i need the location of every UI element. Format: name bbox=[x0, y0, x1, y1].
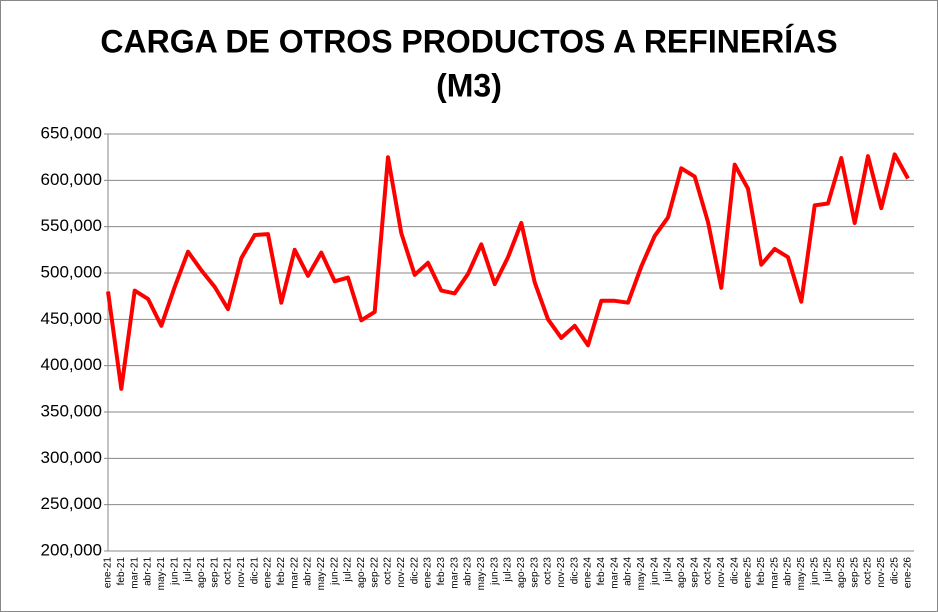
y-tick-label: 550,000 bbox=[41, 216, 102, 235]
x-tick-label: dic-22 bbox=[409, 557, 420, 585]
x-tick-label: ago-23 bbox=[516, 557, 527, 589]
x-tick-label: feb-23 bbox=[436, 557, 447, 586]
x-tick-label: jul-25 bbox=[823, 557, 834, 583]
x-tick-label: oct-22 bbox=[383, 557, 394, 585]
y-tick-label: 350,000 bbox=[41, 401, 102, 420]
x-tick-label: dic-23 bbox=[569, 557, 580, 585]
x-tick-label: abr-23 bbox=[463, 557, 474, 586]
chart-title: CARGA DE OTROS PRODUCTOS A REFINERÍAS bbox=[100, 23, 837, 59]
x-tick-label: may-21 bbox=[156, 557, 167, 591]
x-tick-label: jul-23 bbox=[503, 557, 514, 583]
y-tick-label: 500,000 bbox=[41, 262, 102, 281]
x-tick-label: mar-23 bbox=[449, 557, 460, 589]
x-tick-label: nov-22 bbox=[396, 557, 407, 588]
x-tick-label: ene-26 bbox=[903, 557, 914, 589]
x-tick-label: may-23 bbox=[476, 557, 487, 591]
x-tick-label: nov-23 bbox=[556, 557, 567, 588]
x-tick-label: dic-21 bbox=[249, 557, 260, 585]
x-tick-label: sep-25 bbox=[849, 557, 860, 588]
x-tick-label: ene-22 bbox=[263, 557, 274, 589]
x-tick-label: feb-25 bbox=[756, 557, 767, 586]
x-tick-label: mar-25 bbox=[769, 557, 780, 589]
x-tick-label: feb-21 bbox=[116, 557, 127, 586]
x-tick-label: nov-24 bbox=[716, 557, 727, 588]
y-tick-label: 200,000 bbox=[41, 540, 102, 559]
x-tick-label: mar-22 bbox=[289, 557, 300, 589]
x-tick-label: jul-22 bbox=[343, 557, 354, 583]
chart-title: (M3) bbox=[436, 67, 502, 103]
x-tick-label: jul-24 bbox=[663, 557, 674, 583]
x-tick-label: abr-22 bbox=[303, 557, 314, 586]
x-tick-label: feb-22 bbox=[276, 557, 287, 586]
x-tick-label: jun-23 bbox=[489, 557, 500, 586]
x-tick-label: sep-22 bbox=[369, 557, 380, 588]
x-tick-label: jul-21 bbox=[183, 557, 194, 583]
x-tick-label: ene-24 bbox=[583, 557, 594, 589]
x-tick-label: abr-21 bbox=[143, 557, 154, 586]
y-tick-label: 300,000 bbox=[41, 448, 102, 467]
x-tick-label: oct-24 bbox=[703, 557, 714, 585]
x-tick-label: oct-25 bbox=[863, 557, 874, 585]
x-tick-label: feb-24 bbox=[596, 557, 607, 586]
x-tick-label: sep-24 bbox=[689, 557, 700, 588]
line-series bbox=[106, 152, 910, 391]
y-tick-label: 650,000 bbox=[41, 123, 102, 142]
x-tick-label: dic-25 bbox=[889, 557, 900, 585]
x-tick-label: may-25 bbox=[796, 557, 807, 591]
x-tick-label: nov-25 bbox=[876, 557, 887, 588]
x-tick-label: ago-25 bbox=[836, 557, 847, 589]
x-tick-label: ago-21 bbox=[196, 557, 207, 589]
x-tick-label: may-22 bbox=[316, 557, 327, 591]
x-tick-label: ago-24 bbox=[676, 557, 687, 589]
x-tick-label: nov-21 bbox=[236, 557, 247, 588]
x-tick-label: jun-25 bbox=[809, 557, 820, 586]
x-tick-label: sep-21 bbox=[209, 557, 220, 588]
x-tick-label: abr-25 bbox=[783, 557, 794, 586]
x-tick-label: jun-22 bbox=[329, 557, 340, 586]
y-tick-label: 450,000 bbox=[41, 309, 102, 328]
x-tick-label: dic-24 bbox=[729, 557, 740, 585]
x-tick-label: ene-21 bbox=[103, 557, 114, 589]
x-tick-label: oct-23 bbox=[543, 557, 554, 585]
x-tick-label: jun-24 bbox=[649, 557, 660, 586]
x-tick-label: abr-24 bbox=[623, 557, 634, 586]
x-tick-label: jun-21 bbox=[169, 557, 180, 586]
x-tick-label: ene-23 bbox=[423, 557, 434, 589]
x-tick-label: oct-21 bbox=[223, 557, 234, 585]
y-tick-label: 600,000 bbox=[41, 170, 102, 189]
x-tick-label: may-24 bbox=[636, 557, 647, 591]
x-tick-label: ago-22 bbox=[356, 557, 367, 589]
x-tick-label: ene-25 bbox=[743, 557, 754, 589]
y-tick-label: 250,000 bbox=[41, 494, 102, 513]
x-tick-label: sep-23 bbox=[529, 557, 540, 588]
x-tick-label: mar-24 bbox=[609, 557, 620, 589]
y-tick-label: 400,000 bbox=[41, 355, 102, 374]
x-tick-label: mar-21 bbox=[129, 557, 140, 589]
